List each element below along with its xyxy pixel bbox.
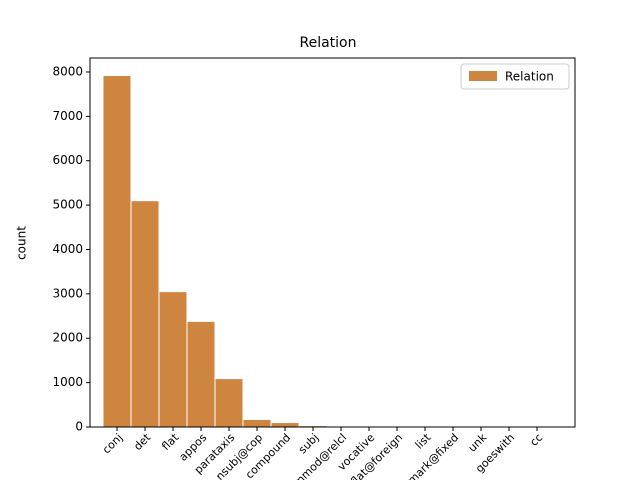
y-tick-label: 8000: [52, 64, 83, 78]
legend-swatch: [469, 71, 497, 81]
y-tick-label: 0: [75, 420, 83, 434]
y-tick-label: 4000: [52, 242, 83, 256]
bar: [270, 422, 300, 428]
chart-title: Relation: [300, 35, 357, 51]
bar: [130, 200, 160, 428]
bar: [102, 75, 132, 428]
y-tick-label: 7000: [52, 109, 83, 123]
axes-frame: [89, 57, 576, 428]
y-tick-label: 6000: [52, 153, 83, 167]
legend-box: [460, 63, 570, 90]
bar: [242, 418, 272, 428]
y-tick-label: 3000: [52, 286, 83, 300]
y-axis-label: count: [15, 226, 29, 260]
y-tick-label: 1000: [52, 375, 83, 389]
bar: [186, 320, 216, 428]
legend-label: Relation: [505, 70, 554, 84]
y-tick-label: 5000: [52, 198, 83, 212]
bar: [214, 378, 244, 428]
y-tick-label: 2000: [52, 331, 83, 345]
bar: [158, 291, 188, 428]
